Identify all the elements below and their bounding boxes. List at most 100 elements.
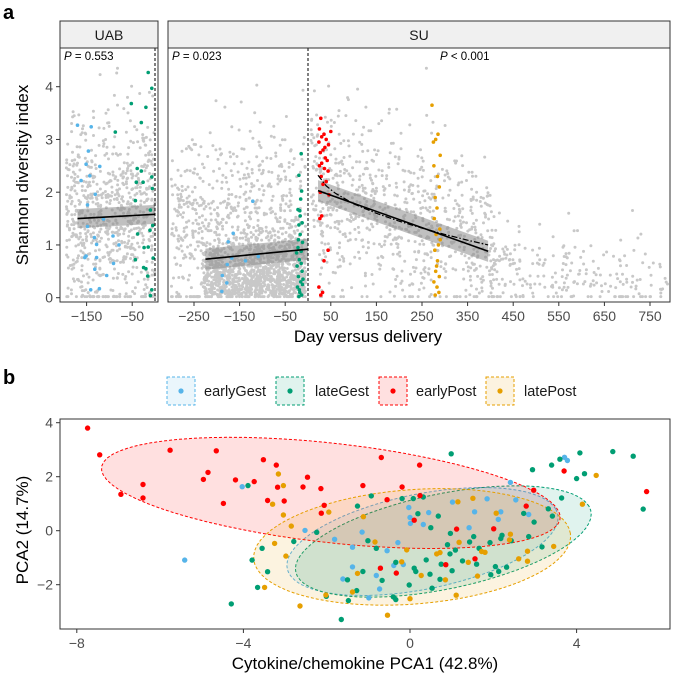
x-axis-title: Day versus delivery <box>294 327 443 346</box>
background-point <box>104 138 108 141</box>
legend-item-latePost[interactable]: latePost <box>485 376 576 406</box>
background-point <box>289 234 293 238</box>
background-point <box>144 292 148 296</box>
background-point <box>643 252 647 256</box>
lateGest-point <box>338 616 344 623</box>
background-point <box>379 295 383 299</box>
background-point <box>609 284 613 288</box>
p-value-text: < 0.001 <box>448 51 490 63</box>
background-point <box>282 194 285 197</box>
background-point <box>74 209 78 213</box>
background-point <box>77 279 81 283</box>
background-point <box>388 232 392 236</box>
background-point <box>76 181 80 185</box>
lateGest-point <box>295 285 300 289</box>
earlyPost-point <box>377 565 384 571</box>
background-point <box>197 295 201 299</box>
background-point <box>316 123 320 127</box>
background-point <box>227 202 231 206</box>
background-point <box>199 145 203 149</box>
background-point <box>546 295 550 299</box>
background-point <box>185 196 189 200</box>
background-point <box>357 215 361 219</box>
background-point <box>251 136 255 140</box>
background-point <box>320 221 324 225</box>
background-point <box>116 178 120 182</box>
background-point <box>94 167 98 170</box>
background-point <box>115 295 119 299</box>
background-point <box>424 66 428 70</box>
background-point <box>69 288 73 292</box>
earlyGest-point <box>79 178 83 183</box>
background-point <box>211 199 215 203</box>
background-point <box>128 195 132 199</box>
background-point <box>354 237 358 241</box>
lateGest-ellipse <box>294 485 592 598</box>
background-point <box>213 291 217 294</box>
background-point <box>271 278 274 282</box>
background-point <box>641 261 645 265</box>
legend-item-lateGest[interactable]: lateGest <box>275 376 369 406</box>
background-point <box>288 199 292 203</box>
background-point <box>273 233 277 237</box>
background-point <box>230 174 234 177</box>
latePost-point <box>432 164 436 168</box>
earlyGest-point <box>111 261 116 266</box>
background-point <box>147 153 151 157</box>
background-point <box>246 272 250 276</box>
background-point <box>65 207 69 211</box>
background-point <box>518 295 522 299</box>
background-point <box>131 141 135 145</box>
y-tick-label: 2 <box>45 184 53 200</box>
background-point <box>285 275 289 279</box>
background-point <box>418 242 422 246</box>
earlyGest-point <box>484 496 490 502</box>
background-point <box>89 165 93 169</box>
lateGest-point <box>496 568 502 575</box>
background-point <box>584 272 588 276</box>
background-point <box>396 242 400 246</box>
earlyGest-point <box>89 125 93 129</box>
background-point <box>566 285 570 289</box>
background-point <box>125 281 129 285</box>
background-point <box>129 169 133 173</box>
background-point <box>149 248 153 252</box>
background-point <box>293 218 297 222</box>
background-point <box>296 228 300 232</box>
background-point <box>257 187 261 191</box>
earlyGest-point <box>407 514 413 521</box>
background-point <box>199 203 203 207</box>
background-point <box>290 282 293 286</box>
background-point <box>94 154 98 158</box>
x-tick-label: 0 <box>406 635 414 651</box>
background-point <box>271 210 275 214</box>
legend-item-earlyGest[interactable]: earlyGest <box>166 376 266 406</box>
earlyPost-point <box>317 285 321 289</box>
background-point <box>287 284 291 288</box>
background-point <box>65 239 69 242</box>
background-point <box>256 280 260 283</box>
lateGest-point <box>529 467 536 473</box>
earlyGest-point <box>231 231 235 236</box>
background-point <box>83 189 87 193</box>
legend-item-earlyPost[interactable]: earlyPost <box>378 376 476 406</box>
background-point <box>86 281 90 285</box>
background-point <box>266 271 270 275</box>
background-point <box>101 144 105 148</box>
background-point <box>342 171 346 175</box>
background-point <box>191 229 195 233</box>
background-point <box>623 254 627 258</box>
background-point <box>493 262 497 266</box>
background-point <box>98 274 102 278</box>
latePost-point <box>593 472 599 479</box>
background-point <box>253 111 257 115</box>
lateGest-point <box>291 538 297 545</box>
background-point <box>107 237 110 241</box>
background-point <box>113 135 117 139</box>
background-point <box>83 295 87 299</box>
background-point <box>515 272 519 276</box>
background-point <box>241 236 245 240</box>
background-point <box>501 247 505 251</box>
background-point <box>173 183 177 187</box>
background-point <box>456 214 460 218</box>
